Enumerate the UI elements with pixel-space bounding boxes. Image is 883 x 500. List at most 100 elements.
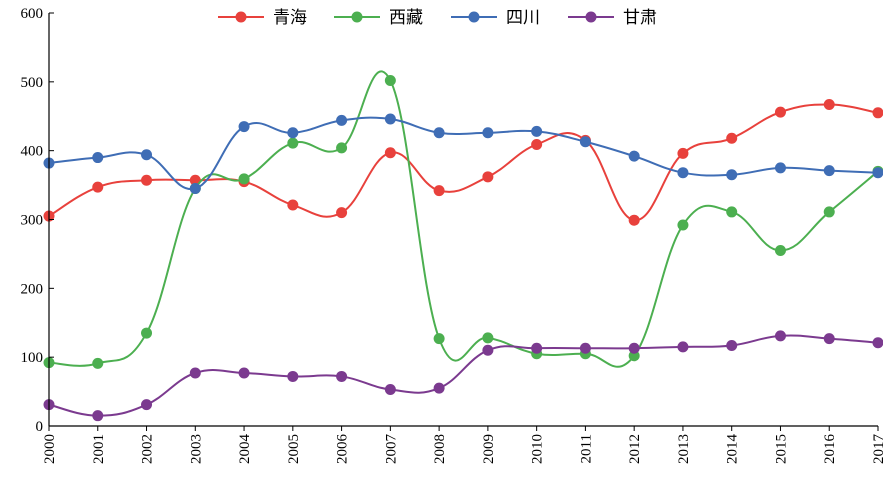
- data-point: [336, 142, 348, 154]
- series-3: [43, 113, 883, 195]
- data-point: [92, 152, 104, 164]
- x-tick-label: 2010: [530, 434, 546, 464]
- data-point: [482, 171, 494, 183]
- data-point: [823, 165, 835, 177]
- legend-item: 四川: [451, 8, 540, 28]
- data-point: [141, 399, 153, 411]
- legend: 青海 西藏 四川 甘肃: [218, 8, 657, 28]
- x-tick-label: 2002: [140, 434, 156, 464]
- legend-item: 西藏: [334, 8, 423, 28]
- axes: 0 100 200 300 400 500 600 2000 2001 2002 2003 2004 2…: [21, 6, 883, 464]
- y-tick-label: 300: [21, 213, 44, 229]
- legend-marker: [351, 11, 363, 23]
- data-point: [384, 113, 396, 125]
- data-point: [579, 136, 591, 148]
- x-tick-label: 2001: [91, 434, 107, 464]
- y-tick-label: 100: [21, 350, 44, 366]
- data-point: [628, 150, 640, 162]
- series-line: [48, 116, 879, 191]
- data-point: [823, 333, 835, 345]
- legend-item: 甘肃: [568, 8, 657, 28]
- data-point: [774, 106, 786, 118]
- series-line: [48, 103, 879, 222]
- data-point: [726, 339, 738, 351]
- x-tick-label: 2003: [188, 434, 204, 464]
- data-point: [433, 382, 445, 394]
- data-point: [238, 121, 250, 133]
- data-point: [141, 327, 153, 339]
- x-tick-label: 2013: [676, 434, 692, 464]
- x-tick-label: 2006: [335, 434, 351, 465]
- x-tick-label: 2000: [42, 434, 58, 464]
- series-2: [43, 70, 883, 369]
- data-point: [384, 384, 396, 396]
- data-point: [482, 332, 494, 344]
- data-point: [774, 330, 786, 342]
- data-point: [287, 370, 299, 382]
- data-point: [628, 342, 640, 354]
- data-point: [872, 337, 883, 349]
- y-tick-label: 400: [21, 144, 44, 160]
- data-point: [141, 149, 153, 161]
- series-line: [48, 70, 879, 368]
- x-tick-label: 2016: [822, 434, 838, 465]
- x-tick-label: 2008: [432, 434, 448, 464]
- data-point: [384, 74, 396, 86]
- data-point: [189, 183, 201, 195]
- x-tick-label: 2004: [237, 434, 253, 465]
- legend-marker: [468, 11, 480, 23]
- x-tick-label: 2012: [627, 434, 643, 464]
- data-point: [482, 127, 494, 139]
- y-tick-label: 200: [21, 281, 44, 297]
- data-point: [482, 344, 494, 356]
- data-point: [433, 333, 445, 345]
- y-tick-label: 500: [21, 75, 44, 91]
- data-point: [433, 127, 445, 139]
- data-point: [677, 341, 689, 353]
- x-tick-label: 2015: [773, 434, 789, 464]
- x-tick-label: 2009: [481, 434, 497, 464]
- series-1: [43, 99, 883, 226]
- x-tick-label: 2017: [871, 434, 883, 465]
- legend-label: 青海: [273, 8, 307, 28]
- x-tick-label: 2011: [578, 434, 594, 463]
- data-point: [287, 199, 299, 211]
- data-point: [531, 125, 543, 137]
- data-point: [92, 410, 104, 422]
- legend-label: 甘肃: [623, 8, 657, 28]
- data-point: [336, 370, 348, 382]
- data-point: [433, 185, 445, 197]
- data-point: [92, 181, 104, 193]
- x-tick-label: 2005: [286, 434, 302, 464]
- data-point: [774, 162, 786, 174]
- data-point: [726, 169, 738, 181]
- data-point: [531, 138, 543, 150]
- x-tick-label: 2007: [383, 434, 399, 465]
- legend-marker: [585, 11, 597, 23]
- data-point: [336, 207, 348, 219]
- plot-area: [43, 70, 883, 422]
- legend-label: 西藏: [389, 8, 423, 28]
- data-point: [726, 206, 738, 218]
- data-point: [92, 357, 104, 369]
- data-point: [189, 367, 201, 379]
- data-point: [677, 167, 689, 179]
- series-line: [48, 334, 879, 417]
- data-point: [677, 147, 689, 159]
- data-point: [872, 167, 883, 179]
- y-tick-label: 600: [21, 6, 44, 22]
- data-point: [336, 114, 348, 126]
- series-4: [43, 330, 883, 422]
- data-point: [287, 137, 299, 149]
- data-point: [531, 342, 543, 354]
- data-point: [141, 174, 153, 186]
- legend-label: 四川: [506, 8, 540, 28]
- legend-marker: [235, 11, 247, 23]
- data-point: [238, 367, 250, 379]
- data-point: [823, 206, 835, 218]
- data-point: [238, 173, 250, 185]
- data-point: [628, 214, 640, 226]
- x-tick-label: 2014: [725, 434, 741, 465]
- data-point: [579, 342, 591, 354]
- legend-item: 青海: [218, 8, 307, 28]
